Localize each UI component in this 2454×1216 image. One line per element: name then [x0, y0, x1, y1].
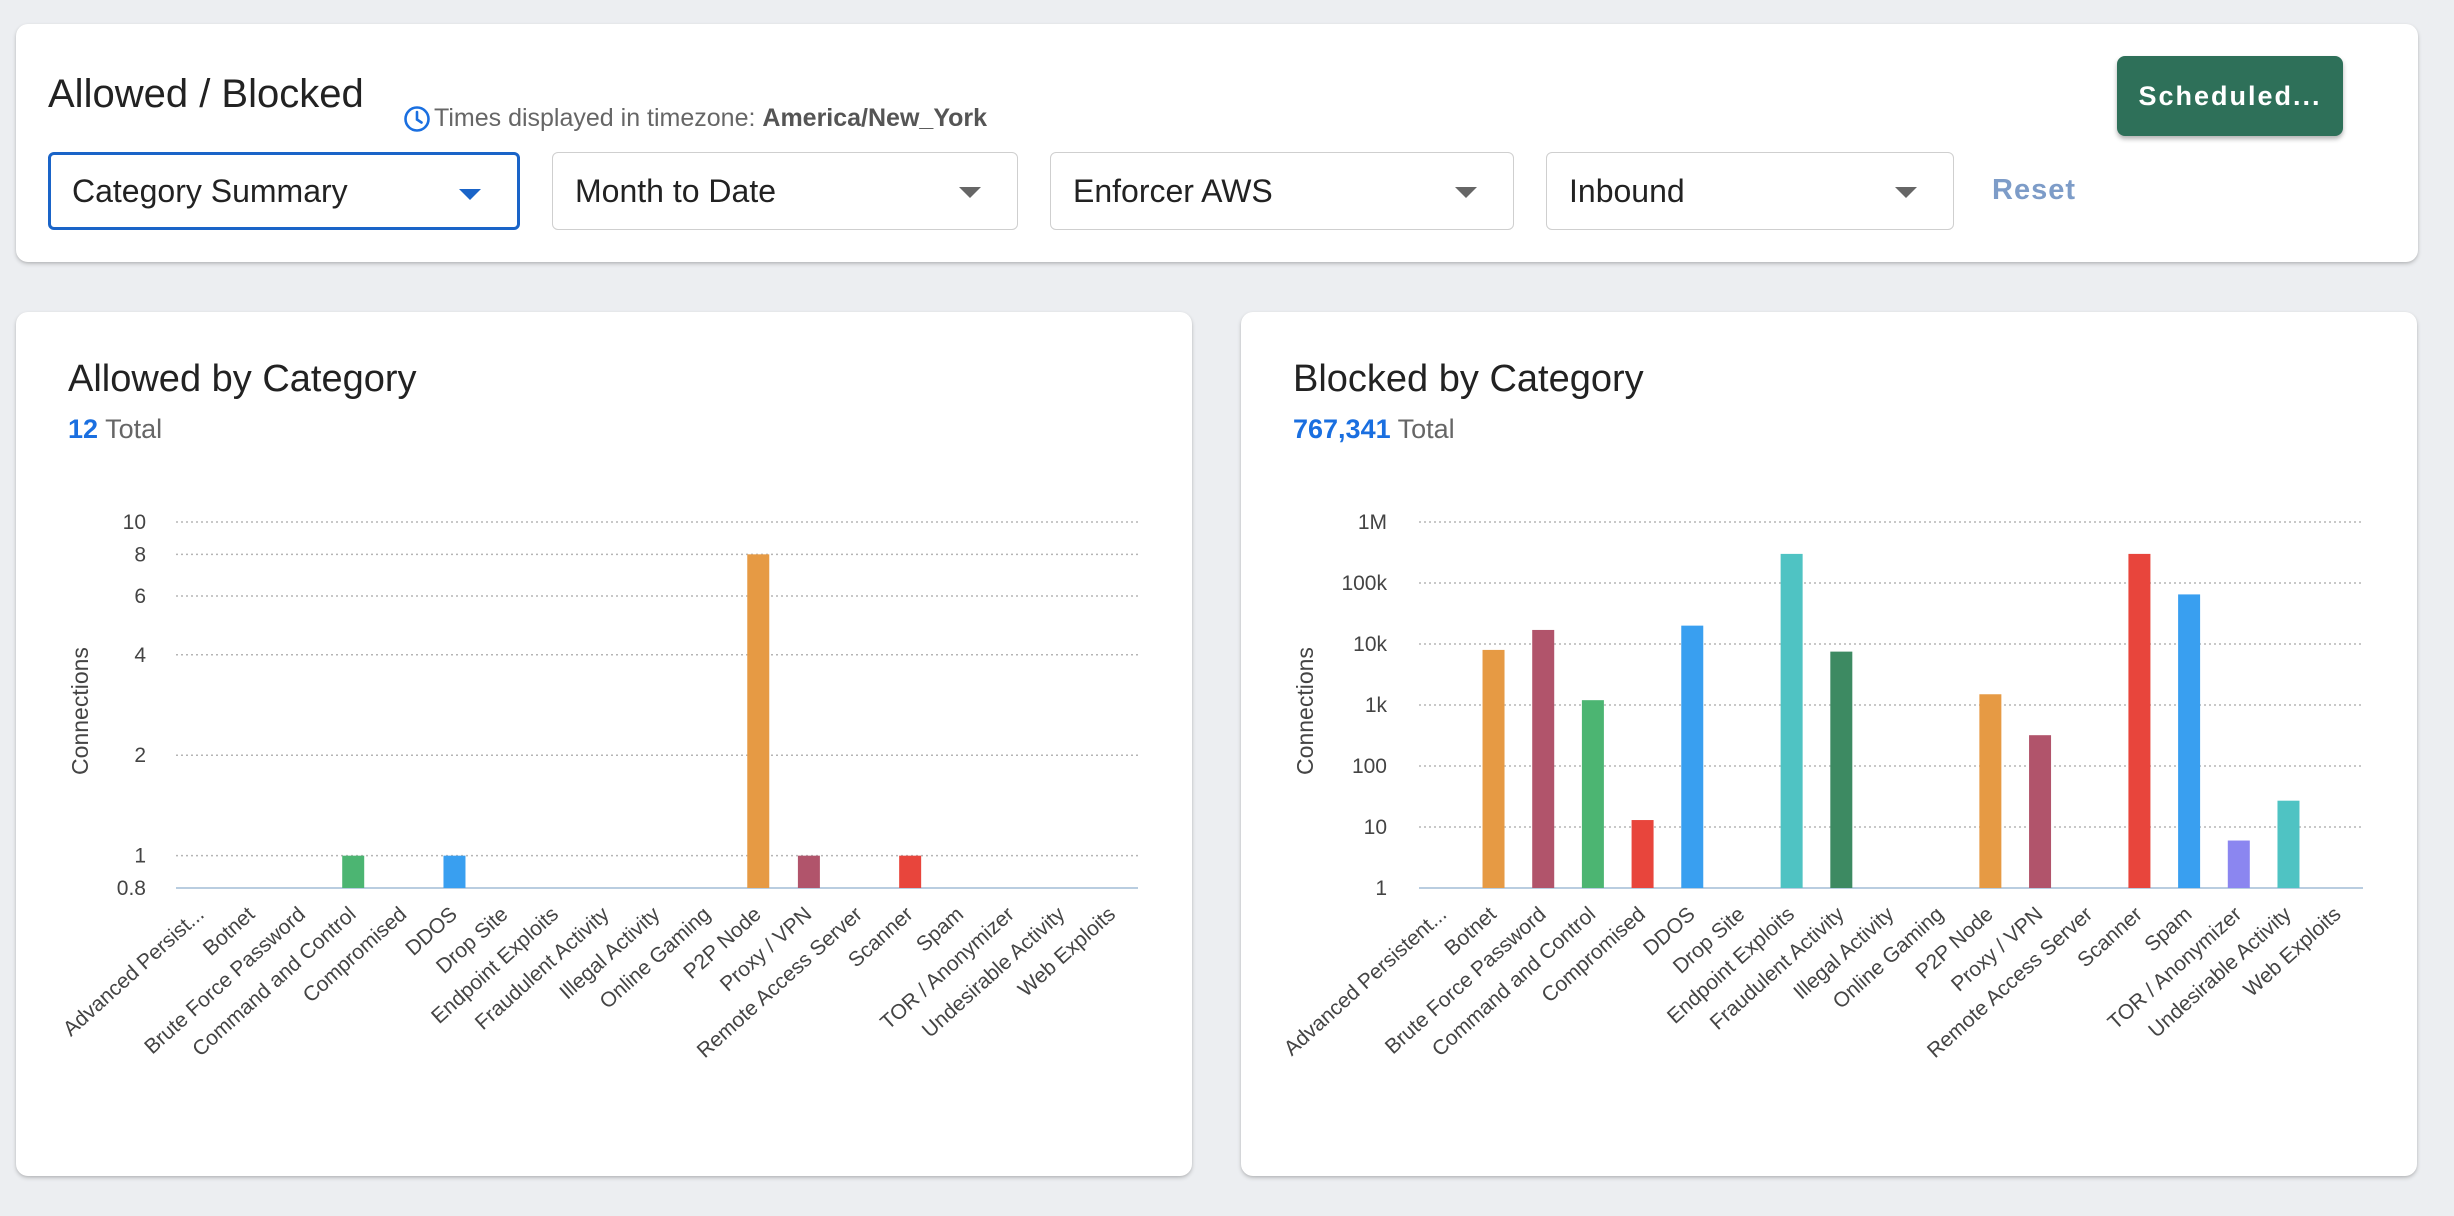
bar[interactable] — [2178, 594, 2201, 888]
report-type-value: Category Summary — [72, 172, 348, 209]
y-tick-label: 100k — [1341, 572, 1387, 595]
bar[interactable] — [1581, 700, 1604, 888]
bar[interactable] — [2128, 553, 2151, 888]
total-label: Total — [105, 414, 163, 444]
timezone-label: Times displayed in timezone: — [434, 104, 756, 132]
y-tick-label: 10k — [1353, 633, 1387, 656]
chart-total: 767,341 Total — [1293, 414, 1455, 445]
date-range-select[interactable]: Month to Date — [552, 152, 1018, 230]
bar[interactable] — [2277, 800, 2300, 888]
scheduled-button[interactable]: Scheduled... — [2117, 56, 2343, 136]
bar[interactable] — [2029, 735, 2052, 888]
bar[interactable] — [1631, 820, 1654, 888]
enforcer-select[interactable]: Enforcer AWS — [1050, 152, 1514, 230]
enforcer-value: Enforcer AWS — [1073, 172, 1273, 209]
chevron-down-icon — [459, 189, 481, 200]
y-tick-label: 1 — [134, 845, 146, 868]
y-tick-label: 1k — [1365, 694, 1388, 717]
y-tick-label: 4 — [134, 644, 146, 667]
y-tick-label: 6 — [134, 585, 146, 608]
filter-bar: Allowed / Blocked Times displayed in tim… — [16, 24, 2418, 262]
chart-title: Allowed by Category — [68, 358, 417, 400]
page-title: Allowed / Blocked — [48, 72, 364, 116]
y-tick-label: 10 — [123, 511, 146, 534]
timezone-note: Times displayed in timezone: America/New… — [434, 104, 987, 133]
bar[interactable] — [1532, 629, 1555, 888]
direction-select[interactable]: Inbound — [1546, 152, 1954, 230]
total-value: 12 — [68, 414, 99, 444]
chart-title: Blocked by Category — [1293, 358, 1644, 400]
y-axis-label: Connections — [67, 647, 93, 775]
total-value: 767,341 — [1293, 414, 1391, 444]
blocked-chart-card: Blocked by Category 767,341 Total 1 10 100… — [1241, 312, 2417, 1176]
total-label: Total — [1397, 414, 1455, 444]
blocked-bar-chart: 1 10 100 1k 10k 100k 1M Connections Advanced Per… — [1280, 511, 2363, 1063]
bar[interactable] — [2227, 840, 2250, 888]
allowed-chart-card: Allowed by Category 12 Total 0.8 1 2 4 6 8 10 C… — [16, 312, 1192, 1176]
chevron-down-icon — [959, 187, 981, 198]
reset-button[interactable]: Reset — [1992, 174, 2076, 206]
y-tick-label: 100 — [1352, 755, 1387, 778]
y-tick-label: 1M — [1358, 511, 1387, 534]
bar[interactable] — [1681, 625, 1704, 888]
bar[interactable] — [1482, 649, 1505, 888]
bar[interactable] — [899, 855, 922, 888]
x-tick-label: Advanced Persistent... — [1280, 903, 1452, 1061]
y-tick-label: 10 — [1364, 816, 1387, 839]
clock-icon — [404, 106, 430, 132]
bar[interactable] — [1830, 651, 1853, 888]
report-type-select[interactable]: Category Summary — [48, 152, 520, 230]
bar[interactable] — [747, 554, 770, 888]
direction-value: Inbound — [1569, 172, 1685, 209]
chart-total: 12 Total — [68, 414, 162, 445]
date-range-value: Month to Date — [575, 172, 776, 209]
bar[interactable] — [342, 855, 365, 888]
timezone-value: America/New_York — [762, 104, 988, 132]
y-tick-label: 2 — [134, 744, 146, 767]
y-tick-label: 1 — [1375, 877, 1387, 900]
bar[interactable] — [797, 855, 820, 888]
chevron-down-icon — [1895, 187, 1917, 198]
bar[interactable] — [1780, 553, 1803, 888]
y-tick-label: 0.8 — [117, 877, 146, 900]
chevron-down-icon — [1455, 187, 1477, 198]
y-tick-label: 8 — [134, 543, 146, 566]
y-axis-label: Connections — [1292, 647, 1318, 775]
bar[interactable] — [1979, 694, 2002, 888]
bar[interactable] — [443, 855, 466, 888]
